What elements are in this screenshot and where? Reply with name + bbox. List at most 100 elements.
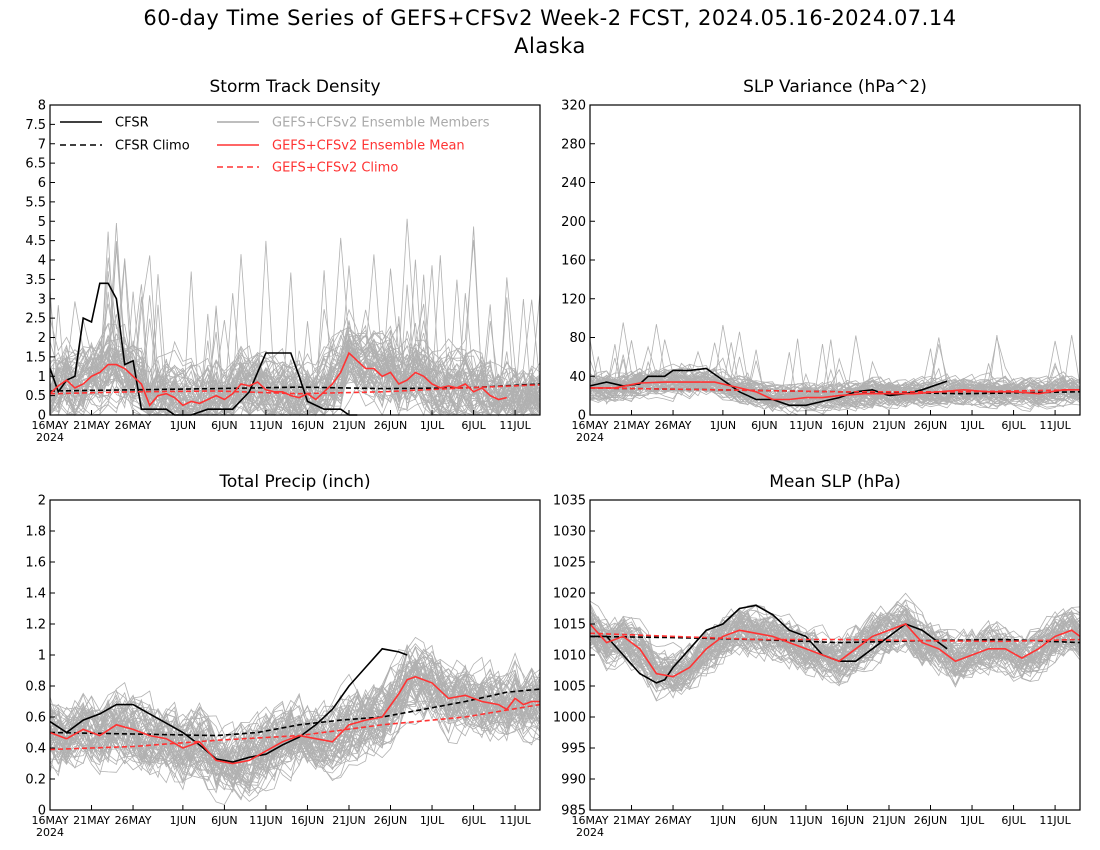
y-tick-label: 0.5 <box>25 389 46 404</box>
ensemble-member-line <box>49 643 541 792</box>
x-tick-label: 11JUL <box>499 419 531 432</box>
legend-climo-label: GEFS+CFSv2 Climo <box>272 161 398 176</box>
x-tick-label: 21MAY <box>73 419 110 432</box>
x-tick-label: 6JUN <box>211 419 238 432</box>
y-tick-label: 2 <box>38 331 46 346</box>
x-tick-label: 16JUN <box>831 419 865 432</box>
y-tick-label: 0 <box>38 804 46 819</box>
x-tick-label: 21MAY <box>613 419 650 432</box>
gefs-climo-line <box>49 384 541 395</box>
ensemble-members-group <box>49 636 541 806</box>
y-tick-label: 200 <box>561 215 586 230</box>
ensemble-member-line <box>589 613 1081 687</box>
y-tick-label: 6.5 <box>25 157 46 172</box>
y-tick-label: 2 <box>38 494 46 509</box>
ensemble-member-line <box>49 647 541 799</box>
x-tick-label: 1JUN <box>170 419 197 432</box>
ensemble-mean-line <box>49 351 507 407</box>
x-tick-label: 6JUN <box>751 814 778 827</box>
x-tick-label: 21JUN <box>872 419 906 432</box>
chart-panel-mean-slp: Mean SLP (hPa) 985 990 995 1000 1005 1010 1015 1… <box>553 472 1081 839</box>
ensemble-member-line <box>49 656 541 787</box>
x-tick-label: 11JUL <box>1039 419 1071 432</box>
x-tick-label: 6JUL <box>1001 419 1026 432</box>
y-tick-label: 1020 <box>553 587 586 602</box>
ensemble-member-line <box>49 254 541 416</box>
y-tick-label: 1025 <box>553 556 586 571</box>
ensemble-member-line <box>589 610 1081 690</box>
ensemble-member-line <box>49 279 541 417</box>
x-tick-label: 1JUL <box>420 419 445 432</box>
x-tick-label: 6JUL <box>1001 814 1026 827</box>
y-tick-label: 0 <box>578 409 586 424</box>
chart-title: Total Precip (inch) <box>218 472 370 492</box>
y-tick-label: 2.5 <box>25 312 46 327</box>
x-tick-label: 6JUL <box>461 419 486 432</box>
ensemble-member-line <box>49 661 541 783</box>
cfsr-line <box>590 604 948 684</box>
x-tick-label: 11JUN <box>249 814 283 827</box>
y-tick-label: 0.8 <box>25 680 46 695</box>
ensemble-member-line <box>589 372 1081 410</box>
x-tick-label: 1JUN <box>710 419 737 432</box>
y-tick-label: 985 <box>561 804 586 819</box>
y-tick-label: 1 <box>38 370 46 385</box>
legend-mean-label: GEFS+CFSv2 Ensemble Mean <box>272 139 465 154</box>
y-tick-label: 8 <box>38 99 46 114</box>
chart-panel-slp-variance: SLP Variance (hPa^2) 0 40 80 120 160 200 240 280… <box>561 77 1081 444</box>
x-tick-label: 16MAY <box>572 419 609 432</box>
y-tick-label: 160 <box>561 254 586 269</box>
y-tick-label: 1.6 <box>25 556 46 571</box>
ensemble-member-line <box>589 621 1081 679</box>
page-title-line1: 60-day Time Series of GEFS+CFSv2 Week-2 … <box>143 6 957 30</box>
x-tick-label: 16MAY <box>572 814 609 827</box>
y-tick-label: 240 <box>561 176 586 191</box>
x-tick-label: 1JUL <box>420 814 445 827</box>
y-tick-label: 1.5 <box>25 350 46 365</box>
ensemble-member-line <box>589 613 1081 681</box>
y-tick-label: 990 <box>561 773 586 788</box>
ensemble-mean-line <box>49 675 540 765</box>
y-tick-label: 6 <box>38 176 46 191</box>
chart-panel-total-precip: Total Precip (inch) 0 0.2 0.4 0.6 0.8 1 1.2 1.4 1… <box>25 472 541 839</box>
ensemble-members-group <box>589 592 1081 702</box>
y-tick-label: 1.8 <box>25 525 46 540</box>
x-tick-label: 16MAY <box>32 419 69 432</box>
y-tick-label: 5 <box>38 215 46 230</box>
ensemble-member-line <box>49 303 541 416</box>
legend-cfsr-label: CFSR <box>115 116 149 131</box>
ensemble-member-line <box>49 669 541 781</box>
ensemble-member-line <box>49 270 541 417</box>
x-tick-label: 21JUN <box>872 814 906 827</box>
legend-cfsr-climo-label: CFSR Climo <box>115 139 190 154</box>
ensemble-member-line <box>49 650 541 786</box>
ensemble-member-line <box>589 374 1081 408</box>
y-tick-label: 1.4 <box>25 587 46 602</box>
ensemble-member-line <box>589 599 1081 691</box>
chart-title: Storm Track Density <box>209 77 380 97</box>
y-tick-label: 0 <box>38 409 46 424</box>
cfsr-line <box>589 367 948 407</box>
ensemble-member-line <box>49 257 541 416</box>
x-year-label: 2024 <box>36 826 64 839</box>
x-year-label: 2024 <box>576 431 604 444</box>
x-tick-label: 21MAY <box>73 814 110 827</box>
y-tick-label: 3 <box>38 292 46 307</box>
y-tick-label: 1030 <box>553 525 586 540</box>
x-tick-label: 26MAY <box>115 814 152 827</box>
y-tick-label: 0.6 <box>25 711 46 726</box>
cfsr-line <box>49 647 408 763</box>
gefs-climo-line <box>589 632 1081 643</box>
ensemble-member-line <box>50 222 541 417</box>
x-tick-label: 26MAY <box>655 814 692 827</box>
x-tick-label: 6JUN <box>751 419 778 432</box>
y-tick-label: 40 <box>569 370 586 385</box>
ensemble-member-line <box>49 272 541 417</box>
y-tick-label: 1010 <box>553 649 586 664</box>
y-tick-label: 80 <box>569 331 586 346</box>
y-tick-label: 120 <box>561 292 586 307</box>
page-title-region: Alaska <box>514 34 586 58</box>
x-tick-label: 16MAY <box>32 814 69 827</box>
y-tick-label: 280 <box>561 137 586 152</box>
legend-members-label: GEFS+CFSv2 Ensemble Members <box>272 116 490 131</box>
